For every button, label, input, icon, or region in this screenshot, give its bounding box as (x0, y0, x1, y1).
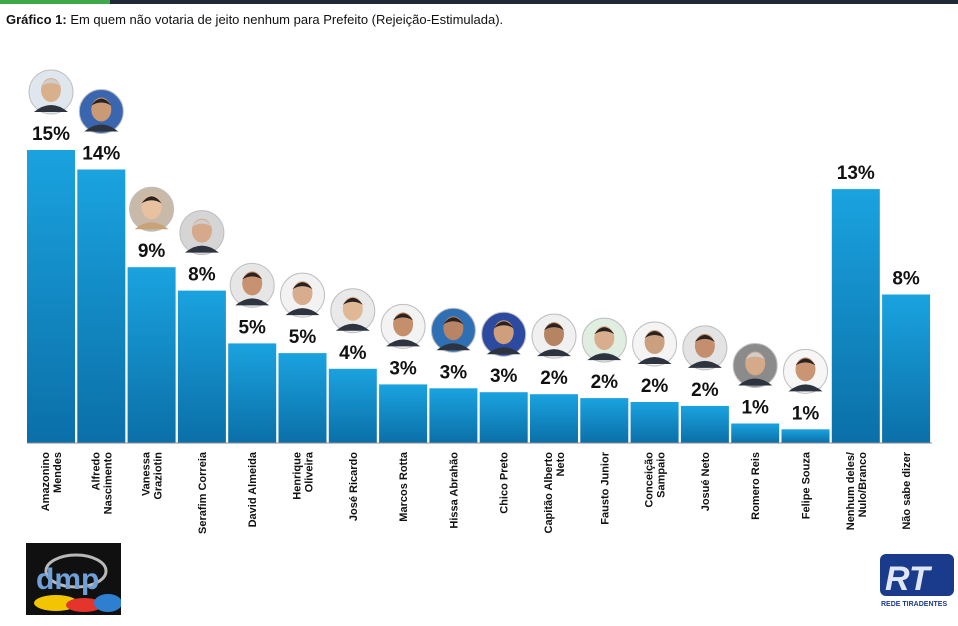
candidate-photo-icon (230, 263, 274, 307)
bar (731, 424, 779, 444)
tick-label: Marcos Rotta (398, 451, 410, 522)
bar (631, 402, 679, 443)
candidate-photo-icon (482, 312, 526, 356)
data-label: 4% (339, 343, 367, 364)
bar (27, 150, 75, 443)
bar (480, 392, 528, 443)
data-label: 3% (490, 366, 518, 387)
data-label: 3% (389, 358, 417, 379)
candidate-photo-icon (381, 304, 425, 348)
bar (429, 388, 477, 443)
data-label: 14% (82, 144, 120, 165)
svg-text:REDE TIRADENTES: REDE TIRADENTES (881, 601, 947, 608)
tick-label: VanessaGraziotin (141, 451, 165, 500)
candidate-photo-icon (582, 318, 626, 362)
data-label: 2% (540, 368, 568, 389)
candidate-photo-icon (180, 211, 224, 255)
data-label: 13% (837, 163, 875, 184)
tick-label: Capitão AlbertoNeto (543, 452, 567, 534)
candidate-photo-icon (431, 308, 475, 352)
candidate-photo-icon (784, 349, 828, 393)
data-label: 15% (32, 124, 70, 145)
candidate-photo-icon (331, 289, 375, 333)
data-label: 5% (289, 327, 317, 348)
candidate-photo-icon (532, 314, 576, 358)
tick-label: David Almeida (247, 451, 259, 527)
tick-label: Hissa Abrahão (448, 452, 460, 529)
tick-label: Josué Neto (700, 452, 712, 512)
bar (580, 398, 628, 443)
data-label: 2% (591, 372, 619, 393)
tick-label: AmazoninoMendes (40, 452, 64, 512)
bar (228, 343, 276, 443)
bar (681, 406, 729, 443)
data-label: 9% (138, 241, 166, 262)
data-label: 2% (641, 376, 669, 397)
tick-label: Não sabe dizer (901, 451, 913, 529)
data-label: 1% (792, 403, 820, 424)
tick-label: HenriqueOliveira (292, 451, 316, 500)
candidate-photo-icon (79, 90, 123, 134)
data-label: 2% (691, 380, 719, 401)
rede-tiradentes-logo: RT REDE TIRADENTES (876, 550, 956, 610)
bar (178, 291, 226, 443)
bar (882, 295, 930, 444)
bar (279, 353, 327, 443)
candidate-photo-icon (733, 343, 777, 387)
candidate-photo-icon (683, 326, 727, 370)
svg-text:RT: RT (885, 560, 933, 598)
data-label: 8% (892, 269, 920, 290)
bar (782, 429, 830, 443)
tick-label: Romero Reis (750, 452, 762, 520)
dmp-logo: dmp (26, 543, 121, 615)
data-label: 3% (440, 362, 468, 383)
bar (77, 170, 125, 444)
tick-label: Serafim Correia (197, 451, 209, 534)
candidate-photo-icon (281, 273, 325, 317)
candidate-photo-icon (633, 322, 677, 366)
candidate-photo-icon (130, 187, 174, 231)
tick-label: José Ricardo (348, 452, 360, 521)
tick-label: AlfredoNascimento (90, 452, 114, 515)
bar (329, 369, 377, 443)
candidate-photo-icon (29, 70, 73, 114)
bar (530, 394, 578, 443)
data-label: 8% (188, 265, 216, 286)
tick-label: Nenhum deles/Nulo/Branco (845, 452, 869, 531)
bar (832, 189, 880, 443)
data-label: 5% (238, 317, 266, 338)
tick-label: ConceiçãoSampaio (644, 452, 668, 508)
tick-label: Fausto Junior (599, 451, 611, 524)
tick-label: Chico Preto (499, 452, 511, 514)
tick-label: Felipe Souza (801, 451, 813, 519)
bar (379, 384, 427, 443)
data-label: 1% (741, 398, 769, 419)
svg-text:dmp: dmp (36, 563, 99, 596)
bar (128, 267, 176, 443)
